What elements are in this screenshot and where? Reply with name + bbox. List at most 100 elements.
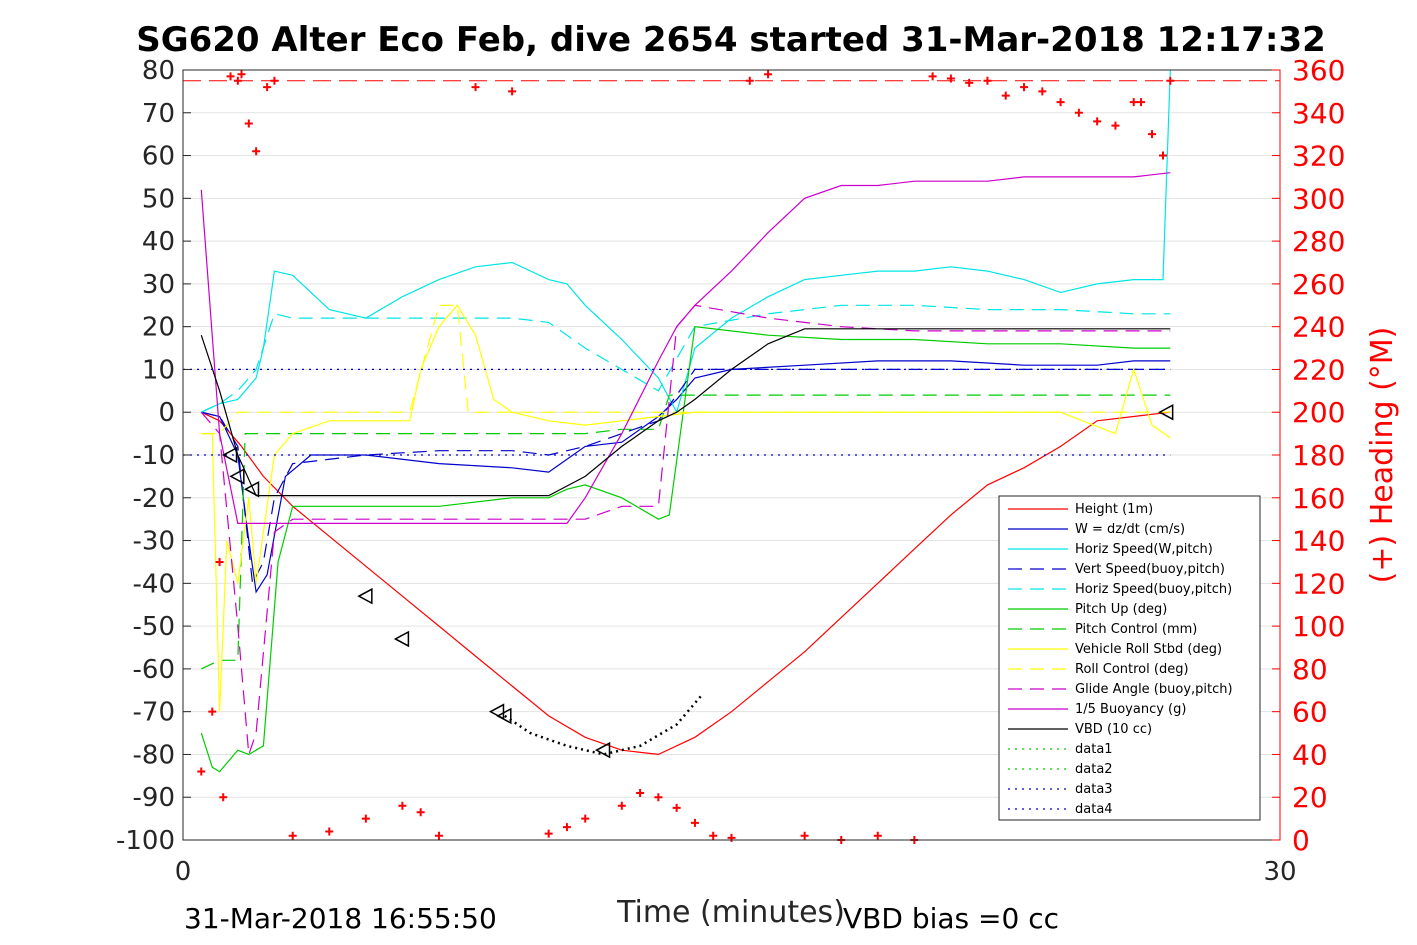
heading-point bbox=[252, 147, 261, 156]
series-line-5 bbox=[200, 326, 1171, 773]
legend-label: data1 bbox=[1075, 742, 1113, 757]
legend-label: Horiz Speed(W,pitch) bbox=[1075, 542, 1213, 557]
triangle-marker bbox=[221, 446, 238, 464]
right-tick-label: 100 bbox=[1292, 610, 1345, 643]
right-tick-label: 160 bbox=[1292, 482, 1345, 515]
heading-point bbox=[288, 831, 297, 840]
heading-point bbox=[233, 76, 242, 85]
heading-point bbox=[263, 83, 272, 92]
legend-label: Horiz Speed(buoy,pitch) bbox=[1075, 582, 1232, 597]
series-line-1 bbox=[201, 360, 1171, 594]
heading-point bbox=[562, 823, 571, 832]
series-line-10 bbox=[200, 172, 1171, 525]
heading-point bbox=[1129, 98, 1138, 107]
series-line-2 bbox=[201, 69, 1171, 414]
heading-point bbox=[1137, 98, 1146, 107]
heading-point bbox=[1111, 121, 1120, 130]
legend-label: Height (1m) bbox=[1075, 502, 1153, 517]
triangle-marker bbox=[1158, 403, 1174, 421]
left-tick-label: 70 bbox=[142, 99, 175, 129]
right-tick-label: 300 bbox=[1292, 182, 1345, 215]
series-line-6 bbox=[201, 394, 1171, 670]
heading-point bbox=[325, 827, 334, 836]
legend-label: Glide Angle (buoy,pitch) bbox=[1075, 682, 1233, 697]
legend-label: data2 bbox=[1075, 762, 1113, 777]
right-tick-label: 240 bbox=[1292, 311, 1345, 344]
heading-point bbox=[1038, 87, 1047, 96]
heading-point bbox=[946, 74, 955, 83]
right-tick-label: 280 bbox=[1292, 225, 1345, 258]
legend-label: W = dz/dt (cm/s) bbox=[1075, 522, 1185, 537]
heading-point bbox=[361, 814, 370, 823]
heading-point bbox=[219, 793, 228, 802]
right-tick-label: 60 bbox=[1292, 696, 1328, 729]
chart-title: SG620 Alter Eco Feb, dive 2654 started 3… bbox=[136, 20, 1326, 60]
x-tick-label: 30 bbox=[1263, 857, 1296, 887]
left-tick-label: 10 bbox=[142, 355, 175, 385]
heading-point bbox=[1148, 130, 1157, 139]
right-tick-label: 200 bbox=[1292, 396, 1345, 429]
series-line-9 bbox=[200, 304, 1171, 755]
triangle-marker bbox=[488, 703, 505, 720]
x-tick-label: 0 bbox=[175, 857, 192, 887]
triangle-marker bbox=[393, 630, 410, 648]
right-tick-label: 220 bbox=[1292, 353, 1345, 386]
left-tick-label: -50 bbox=[133, 612, 175, 642]
legend-label: data3 bbox=[1075, 782, 1113, 797]
left-tick-label: -90 bbox=[133, 783, 175, 813]
heading-point bbox=[197, 767, 206, 776]
series-line-8 bbox=[201, 304, 1171, 435]
left-tick-label: -40 bbox=[133, 569, 175, 599]
footer-vbd-bias: VBD bias =0 cc bbox=[843, 902, 1059, 935]
heading-point bbox=[226, 72, 235, 81]
heading-point bbox=[727, 833, 736, 842]
marker-layer bbox=[197, 70, 1175, 844]
legend-label: data4 bbox=[1075, 802, 1113, 817]
heading-point bbox=[983, 76, 992, 85]
right-tick-label: 120 bbox=[1292, 567, 1345, 600]
left-tick-label: 0 bbox=[158, 398, 175, 428]
right-tick-label: 320 bbox=[1292, 140, 1345, 173]
left-tick-label: 40 bbox=[142, 227, 175, 257]
left-tick-label: -60 bbox=[133, 655, 175, 685]
legend-label: 1/5 Buoyancy (g) bbox=[1075, 702, 1186, 717]
heading-point bbox=[764, 70, 773, 79]
right-tick-label: 0 bbox=[1292, 824, 1310, 857]
legend-label: Vehicle Roll Stbd (deg) bbox=[1075, 642, 1222, 657]
right-tick-label: 80 bbox=[1292, 653, 1328, 686]
right-tick-label: 40 bbox=[1292, 738, 1328, 771]
series-layer bbox=[183, 69, 1280, 773]
left-tick-label: -100 bbox=[116, 826, 175, 856]
right-y-ticks: 3603403203002802602402202001801601401201… bbox=[1272, 54, 1345, 857]
left-tick-label: 20 bbox=[142, 313, 175, 343]
left-tick-label: 60 bbox=[142, 142, 175, 172]
heading-point bbox=[965, 78, 974, 87]
heading-point bbox=[1056, 98, 1065, 107]
left-tick-label: 30 bbox=[142, 270, 175, 300]
heading-point bbox=[800, 831, 809, 840]
left-tick-label: 80 bbox=[142, 56, 175, 86]
right-tick-label: 140 bbox=[1292, 525, 1345, 558]
series-line-11 bbox=[200, 328, 1171, 497]
triangle-marker bbox=[496, 707, 512, 725]
x-axis-label: Time (minutes) bbox=[616, 895, 845, 930]
heading-point bbox=[654, 793, 663, 802]
heading-point bbox=[416, 808, 425, 817]
heading-point bbox=[1001, 91, 1010, 100]
heading-point bbox=[617, 801, 626, 810]
left-tick-label: -30 bbox=[133, 527, 175, 557]
heading-point bbox=[434, 831, 443, 840]
legend-label: Vert Speed(buoy,pitch) bbox=[1075, 562, 1225, 577]
legend-label: Roll Control (deg) bbox=[1075, 662, 1189, 677]
heading-point bbox=[237, 70, 246, 79]
heading-point bbox=[636, 788, 645, 797]
heading-point bbox=[244, 119, 253, 128]
legend-label: Pitch Up (deg) bbox=[1075, 602, 1167, 617]
heading-point bbox=[1020, 83, 1029, 92]
series-line-4 bbox=[201, 304, 1171, 413]
right-tick-label: 360 bbox=[1292, 54, 1345, 87]
triangle-marker bbox=[594, 741, 611, 759]
heading-point bbox=[1074, 108, 1083, 117]
triangle-marker bbox=[229, 468, 245, 485]
